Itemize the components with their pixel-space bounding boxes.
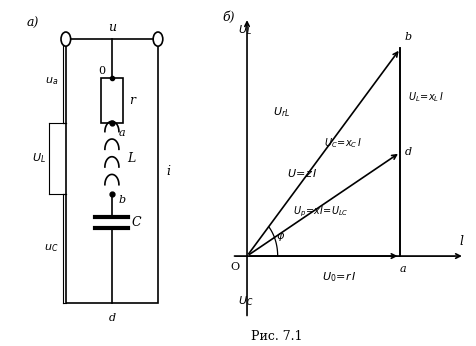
Text: r: r	[129, 94, 135, 107]
Text: a: a	[399, 264, 406, 274]
Bar	[101, 78, 123, 123]
Text: u: u	[108, 21, 116, 34]
Text: a: a	[118, 128, 125, 138]
Text: O: O	[230, 262, 239, 272]
Text: L: L	[127, 152, 135, 165]
Text: $U_L$: $U_L$	[32, 151, 46, 165]
Text: $u_a$: $u_a$	[45, 75, 58, 87]
Text: 0: 0	[98, 66, 105, 76]
Text: $U_C$: $U_C$	[238, 294, 253, 308]
Text: d: d	[108, 313, 115, 322]
Text: C: C	[131, 216, 141, 229]
Text: b: b	[118, 195, 125, 205]
Text: d: d	[404, 147, 411, 157]
Text: $U_{rL}$: $U_{rL}$	[272, 105, 290, 119]
Text: l: l	[459, 235, 463, 248]
Text: $U_p\!=\!xI\!=\!U_{LC}$: $U_p\!=\!xI\!=\!U_{LC}$	[292, 205, 348, 219]
Text: $U\!=\!z\,I$: $U\!=\!z\,I$	[286, 167, 317, 179]
Text: $U_C\!=\!x_C\,I$: $U_C\!=\!x_C\,I$	[323, 136, 361, 150]
Text: $u_C$: $u_C$	[44, 242, 59, 254]
Text: $U_0\!=\!r\,I$: $U_0\!=\!r\,I$	[321, 271, 356, 284]
Bar	[66, 39, 158, 303]
Text: a): a)	[26, 17, 39, 29]
Text: i: i	[167, 165, 170, 177]
Circle shape	[61, 32, 70, 46]
Text: $U_L$: $U_L$	[238, 24, 251, 37]
Text: b: b	[404, 32, 411, 42]
Text: б): б)	[222, 11, 235, 24]
Text: Рис. 7.1: Рис. 7.1	[250, 329, 302, 343]
Circle shape	[153, 32, 162, 46]
Text: $\varphi$: $\varphi$	[276, 231, 285, 243]
Text: $U_L\!=\!x_L\,I$: $U_L\!=\!x_L\,I$	[407, 90, 443, 104]
